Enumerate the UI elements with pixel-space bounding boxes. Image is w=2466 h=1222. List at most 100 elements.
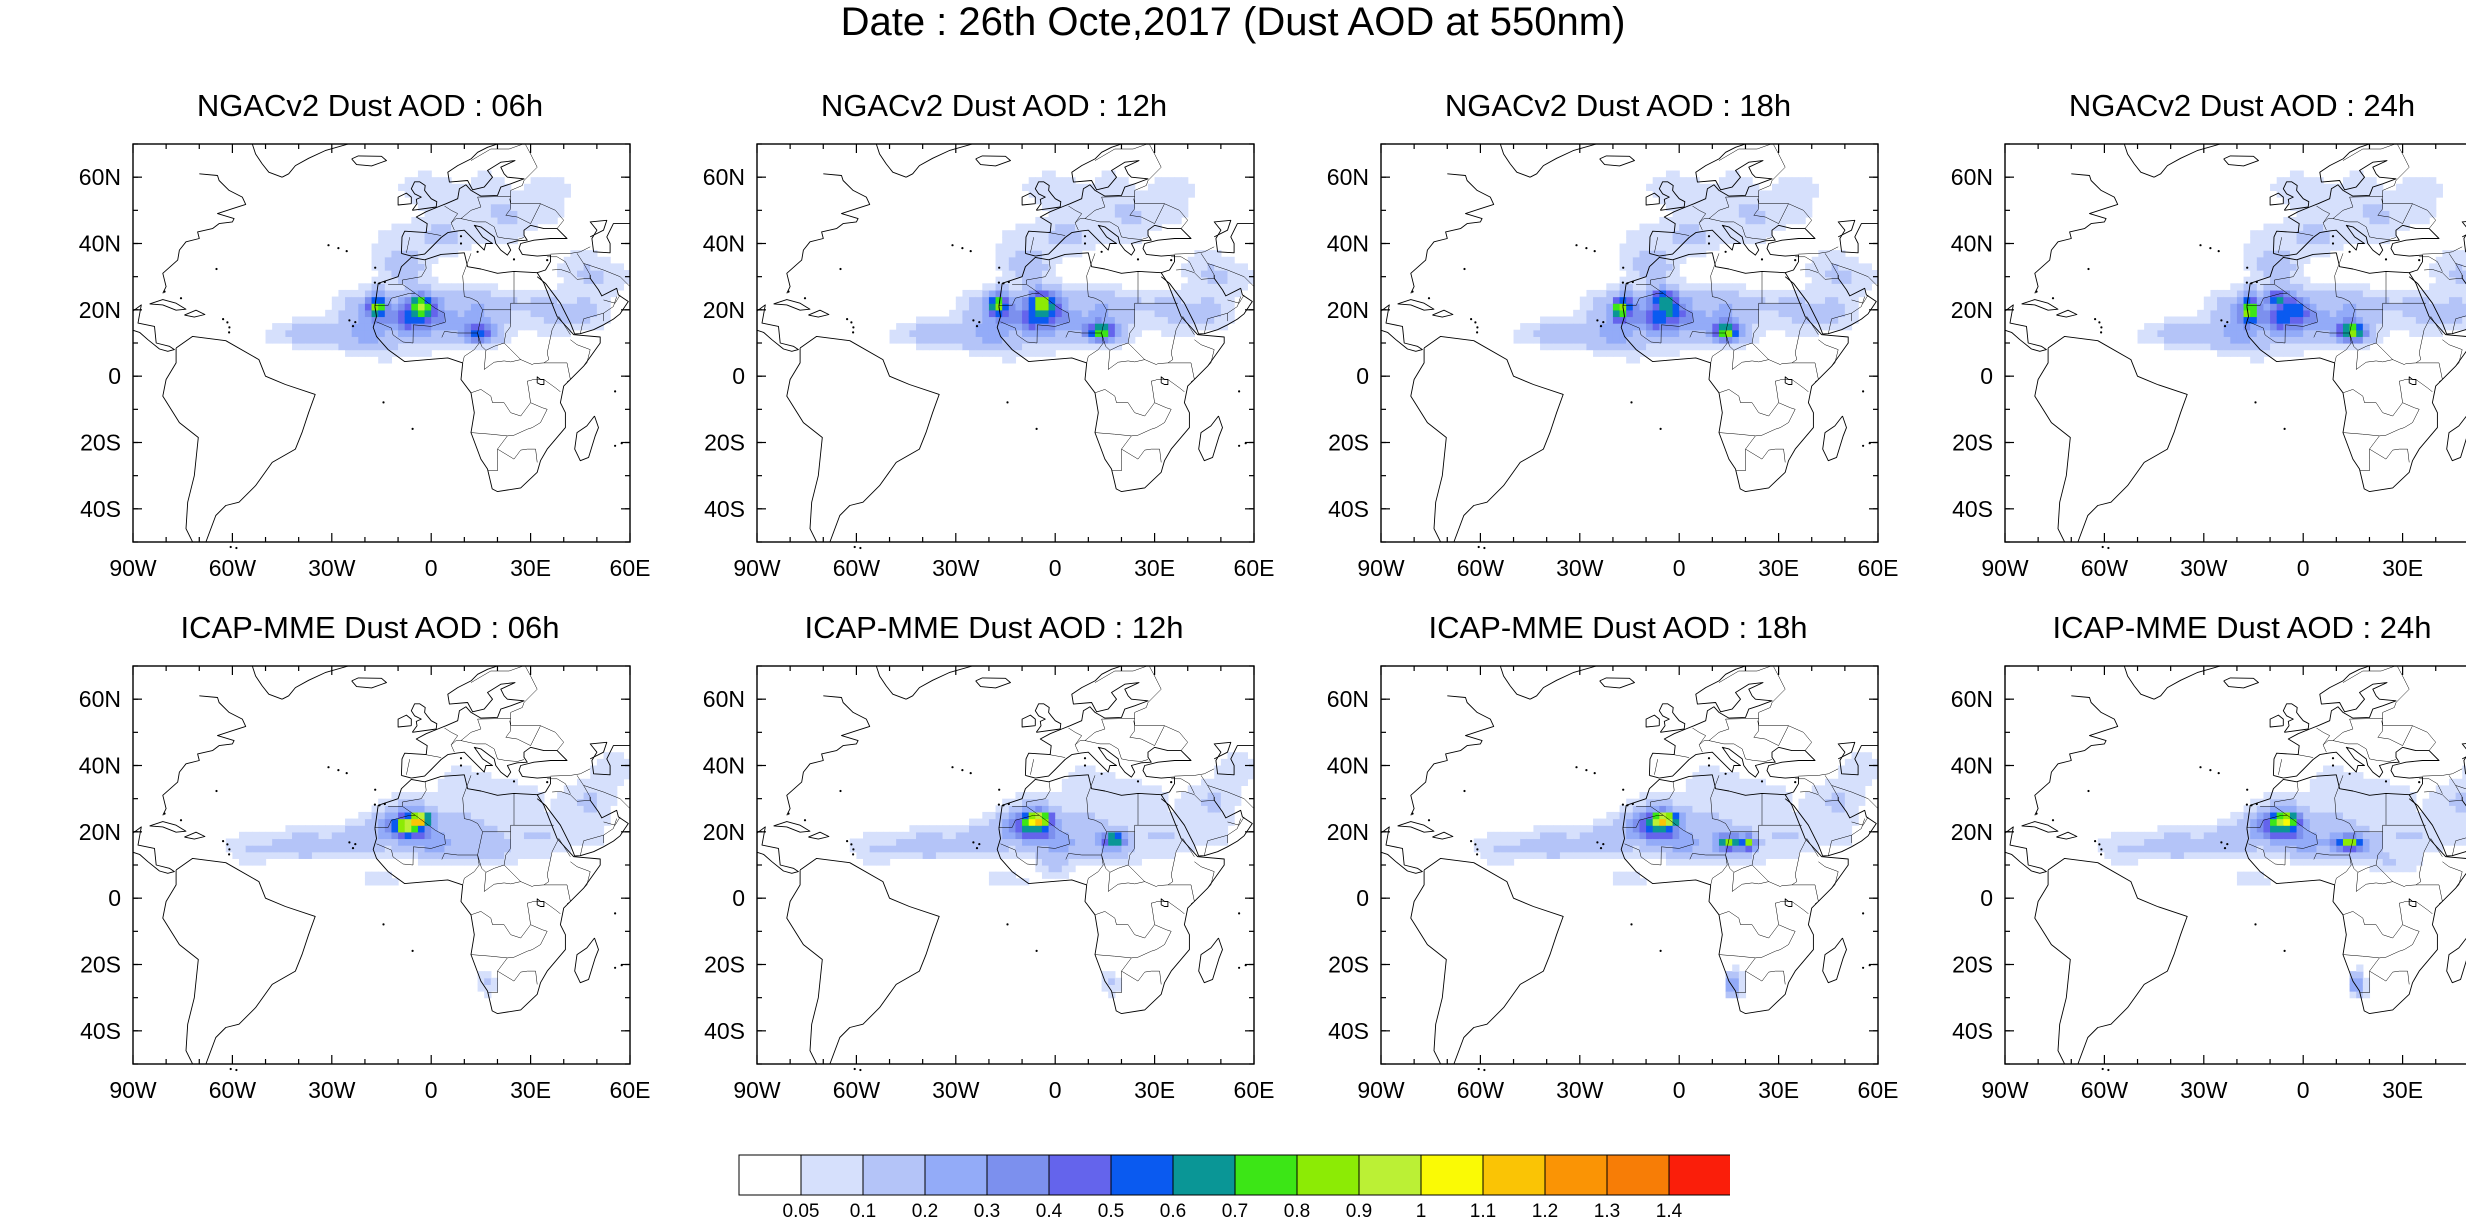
lon-tick-label: 30E bbox=[1134, 1077, 1175, 1103]
lat-tick-label: 40N bbox=[1951, 231, 1993, 257]
lat-tick-label: 60N bbox=[1327, 164, 1369, 190]
lat-tick-label: 40S bbox=[1952, 496, 1993, 522]
lat-tick-label: 20S bbox=[704, 430, 745, 456]
lat-tick-label: 0 bbox=[732, 363, 745, 389]
colorbar-label: 0.6 bbox=[1143, 1202, 1203, 1222]
lat-tick-label: 20N bbox=[1327, 297, 1369, 323]
colorbar-label: 0.3 bbox=[957, 1202, 1017, 1222]
lon-tick-label: 30W bbox=[308, 555, 356, 581]
lon-tick-label: 60W bbox=[2081, 1077, 2129, 1103]
lat-tick-label: 40S bbox=[1328, 1018, 1369, 1044]
aod-field bbox=[2138, 171, 2466, 364]
lat-tick-label: 40N bbox=[79, 753, 121, 779]
colorbar-swatch bbox=[739, 1155, 801, 1195]
lat-tick-label: 20S bbox=[1952, 430, 1993, 456]
coastlines bbox=[1348, 666, 1878, 1064]
colorbar-swatch bbox=[1669, 1155, 1730, 1195]
colorbar-swatch bbox=[1235, 1155, 1297, 1195]
lat-tick-label: 0 bbox=[1980, 363, 1993, 389]
lat-tick-label: 0 bbox=[108, 885, 121, 911]
lon-tick-label: 90W bbox=[1981, 555, 2029, 581]
colorbar-swatch bbox=[1483, 1155, 1545, 1195]
lon-tick-label: 30E bbox=[2382, 1077, 2423, 1103]
colorbar-swatch bbox=[987, 1155, 1049, 1195]
colorbar-label: 1.2 bbox=[1515, 1202, 1575, 1222]
lat-tick-label: 20S bbox=[1328, 952, 1369, 978]
colorbar-label: 1.1 bbox=[1453, 1202, 1513, 1222]
lat-tick-label: 20N bbox=[1951, 297, 1993, 323]
lon-tick-label: 0 bbox=[2297, 1077, 2310, 1103]
colorbar-label: 0.8 bbox=[1267, 1202, 1327, 1222]
colorbar-swatch bbox=[1111, 1155, 1173, 1195]
lon-tick-label: 30E bbox=[510, 1077, 551, 1103]
lon-tick-label: 30E bbox=[1758, 1077, 1799, 1103]
lat-tick-label: 0 bbox=[732, 885, 745, 911]
aod-field bbox=[2098, 752, 2466, 998]
map-panel-icap-mme-24h: ICAP-MME Dust AOD : 24h90W60W30W030E60E6… bbox=[1942, 610, 2466, 1130]
lat-tick-label: 60N bbox=[1951, 686, 1993, 712]
lat-tick-label: 0 bbox=[1356, 363, 1369, 389]
lat-tick-label: 60N bbox=[1951, 164, 1993, 190]
lat-tick-label: 40N bbox=[703, 753, 745, 779]
lon-tick-label: 60E bbox=[1234, 1077, 1275, 1103]
lon-tick-label: 30W bbox=[1556, 1077, 1604, 1103]
lat-tick-label: 60N bbox=[703, 686, 745, 712]
lat-tick-label: 20S bbox=[1328, 430, 1369, 456]
lon-tick-label: 0 bbox=[1049, 1077, 1062, 1103]
lon-tick-label: 0 bbox=[1673, 1077, 1686, 1103]
lon-tick-label: 0 bbox=[425, 1077, 438, 1103]
lat-tick-label: 60N bbox=[1327, 686, 1369, 712]
lon-tick-label: 60E bbox=[610, 555, 651, 581]
lat-tick-label: 20S bbox=[704, 952, 745, 978]
colorbar-swatch bbox=[1297, 1155, 1359, 1195]
lat-tick-label: 40S bbox=[704, 496, 745, 522]
lon-tick-label: 90W bbox=[109, 555, 157, 581]
colorbar-label: 0.05 bbox=[771, 1202, 831, 1222]
lat-tick-label: 20N bbox=[1327, 819, 1369, 845]
lon-tick-label: 60W bbox=[833, 1077, 881, 1103]
lon-tick-label: 60W bbox=[209, 555, 257, 581]
colorbar-swatch bbox=[1049, 1155, 1111, 1195]
lat-tick-label: 40S bbox=[80, 1018, 121, 1044]
lon-tick-label: 0 bbox=[2297, 555, 2310, 581]
lat-tick-label: 60N bbox=[703, 164, 745, 190]
lon-tick-label: 90W bbox=[733, 555, 781, 581]
colorbar-label: 0.4 bbox=[1019, 1202, 1079, 1222]
colorbar-swatch bbox=[1607, 1155, 1669, 1195]
colorbar-label: 0.5 bbox=[1081, 1202, 1141, 1222]
lat-tick-label: 40N bbox=[1327, 753, 1369, 779]
colorbar-label: 0.7 bbox=[1205, 1202, 1265, 1222]
lat-tick-label: 60N bbox=[79, 164, 121, 190]
lon-tick-label: 60W bbox=[209, 1077, 257, 1103]
lon-tick-label: 60E bbox=[1858, 555, 1899, 581]
lat-tick-label: 20S bbox=[80, 430, 121, 456]
lat-tick-label: 40N bbox=[79, 231, 121, 257]
lat-tick-label: 40N bbox=[1951, 753, 1993, 779]
colorbar-swatch bbox=[1173, 1155, 1235, 1195]
lon-tick-label: 0 bbox=[1049, 555, 1062, 581]
lat-tick-label: 20S bbox=[1952, 952, 1993, 978]
lat-tick-label: 60N bbox=[79, 686, 121, 712]
lon-tick-label: 90W bbox=[733, 1077, 781, 1103]
aod-field bbox=[850, 752, 1255, 998]
lat-tick-label: 20N bbox=[79, 819, 121, 845]
lon-tick-label: 90W bbox=[1357, 555, 1405, 581]
lon-tick-label: 60E bbox=[1858, 1077, 1899, 1103]
lon-tick-label: 90W bbox=[1357, 1077, 1405, 1103]
colorbar-swatches bbox=[738, 1154, 1730, 1198]
lon-tick-label: 0 bbox=[425, 555, 438, 581]
lon-tick-label: 60E bbox=[1234, 555, 1275, 581]
lon-tick-label: 30W bbox=[932, 555, 980, 581]
colorbar-swatch bbox=[925, 1155, 987, 1195]
lat-tick-label: 20N bbox=[79, 297, 121, 323]
lon-tick-label: 60W bbox=[2081, 555, 2129, 581]
lon-tick-label: 60W bbox=[1457, 1077, 1505, 1103]
